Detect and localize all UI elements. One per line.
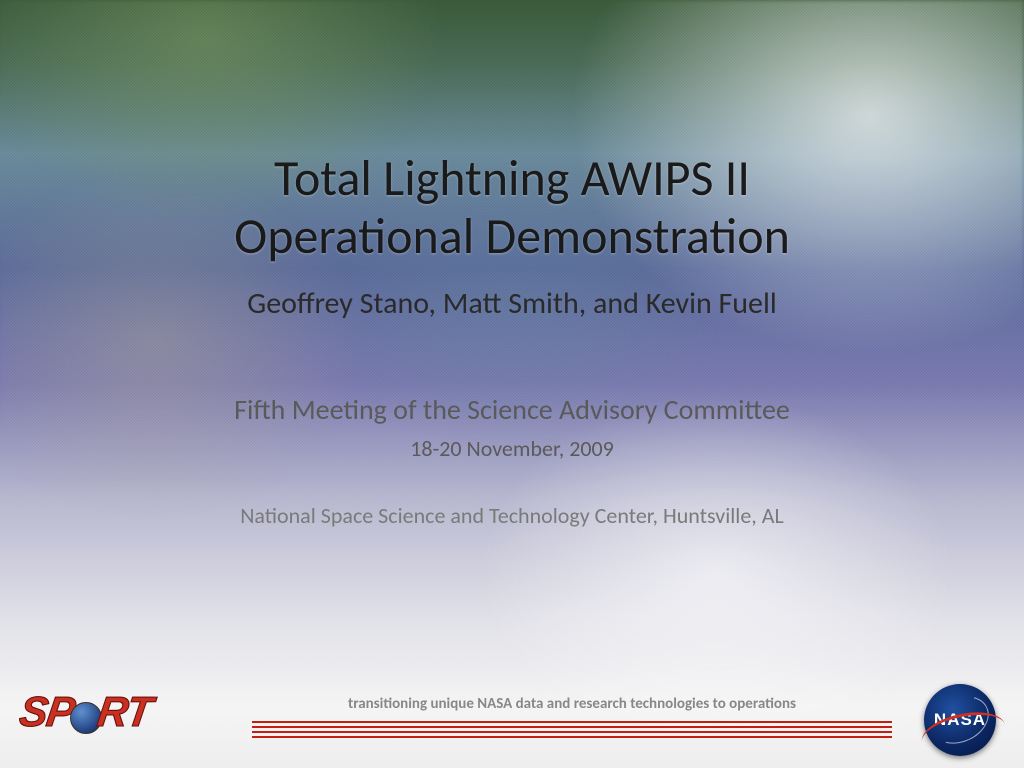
title-line-2: Operational Demonstration — [234, 206, 790, 267]
title-line-1: Total Lightning AWIPS II — [274, 148, 750, 209]
sport-logo-suffix: RT — [95, 688, 155, 736]
location-line: National Space Science and Technology Ce… — [240, 502, 784, 529]
red-line — [252, 721, 892, 723]
footer-tagline: transitioning unique NASA data and resea… — [348, 695, 796, 713]
red-line — [252, 726, 892, 728]
sport-logo-prefix: SP — [17, 688, 78, 736]
nasa-logo: NASA — [924, 684, 1004, 752]
red-line — [252, 731, 892, 733]
dates-line: 18-20 November, 2009 — [410, 435, 614, 462]
slide-title: Total Lightning AWIPS II Operational Dem… — [234, 150, 790, 265]
footer-center: transitioning unique NASA data and resea… — [220, 695, 924, 741]
slide-footer: SP RT transitioning unique NASA data and … — [0, 678, 1024, 768]
red-line — [252, 736, 892, 738]
nasa-meatball-icon: NASA — [924, 684, 996, 756]
sport-logo: SP RT — [20, 688, 220, 748]
authors-line: Geoffrey Stano, Matt Smith, and Kevin Fu… — [247, 285, 776, 322]
meeting-line: Fifth Meeting of the Science Advisory Co… — [234, 392, 790, 427]
slide-content: Total Lightning AWIPS II Operational Dem… — [0, 0, 1024, 768]
footer-red-lines — [252, 721, 892, 741]
